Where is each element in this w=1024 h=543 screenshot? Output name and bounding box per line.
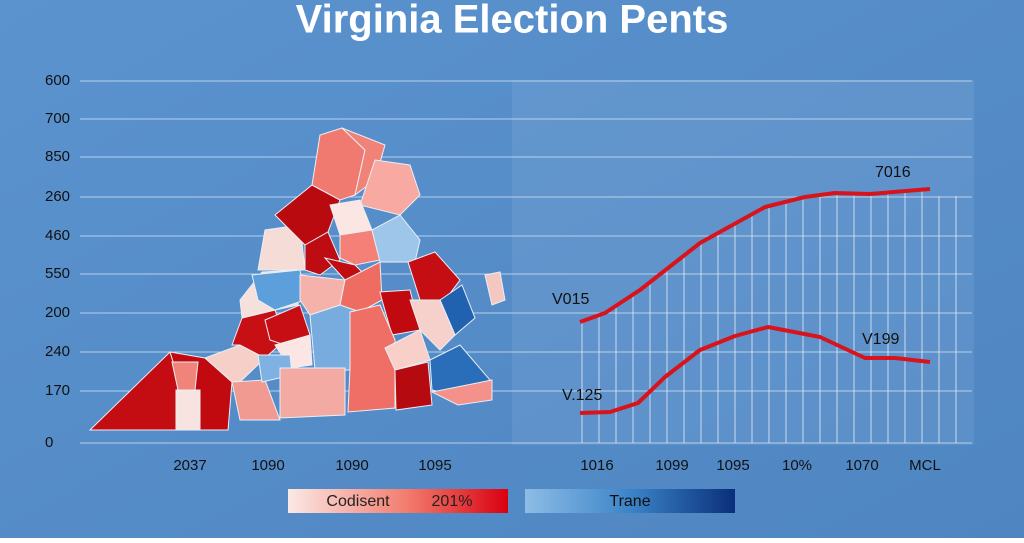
x-label: 1095 bbox=[716, 457, 749, 474]
lower-line bbox=[579, 325, 931, 415]
county bbox=[430, 379, 493, 406]
legend-label: 201% bbox=[432, 493, 473, 510]
y-labels: 600 700 850 260 460 550 200 240 170 0 bbox=[45, 72, 70, 451]
county bbox=[409, 299, 456, 351]
y-label: 0 bbox=[45, 434, 53, 451]
x-label: 1070 bbox=[845, 457, 878, 474]
x-label: 1016 bbox=[580, 457, 613, 474]
county bbox=[251, 269, 306, 311]
right-panel bbox=[512, 80, 974, 445]
x-label: 1090 bbox=[251, 457, 284, 474]
county bbox=[339, 261, 383, 313]
x-label: 1095 bbox=[418, 457, 451, 474]
vertical-grid bbox=[581, 189, 957, 443]
y-label: 200 bbox=[45, 304, 70, 321]
title: Virginia Election Pents bbox=[296, 0, 729, 42]
x-label: 1090 bbox=[335, 457, 368, 474]
x-label: 10% bbox=[782, 457, 812, 474]
y-label: 260 bbox=[45, 188, 70, 205]
legend-red-bar bbox=[288, 489, 508, 513]
y-label: 240 bbox=[45, 343, 70, 360]
annotation: V.125 bbox=[562, 387, 602, 404]
county bbox=[231, 379, 281, 421]
legend-blue-bar bbox=[525, 489, 735, 513]
y-label: 460 bbox=[45, 227, 70, 244]
y-label: 170 bbox=[45, 382, 70, 399]
legend-label: Trane bbox=[609, 493, 650, 510]
y-label: 600 bbox=[45, 72, 70, 89]
county bbox=[371, 214, 421, 263]
county bbox=[279, 367, 346, 419]
county bbox=[347, 304, 396, 413]
legend-label: Codisent bbox=[326, 493, 390, 510]
county bbox=[359, 159, 421, 216]
annotation: V199 bbox=[862, 331, 899, 348]
annotation: V015 bbox=[552, 291, 589, 308]
county bbox=[484, 271, 506, 306]
x-label: 1099 bbox=[655, 457, 688, 474]
x-labels: 2037 1090 1090 1095 1016 1099 1095 10% 1070 MCL bbox=[173, 457, 941, 474]
x-label: 2037 bbox=[173, 457, 206, 474]
county bbox=[204, 344, 266, 383]
y-label: 700 bbox=[45, 110, 70, 127]
annotation: 7016 bbox=[875, 164, 911, 181]
county bbox=[339, 229, 381, 266]
county bbox=[407, 251, 461, 301]
county bbox=[175, 389, 201, 431]
map bbox=[88, 127, 506, 431]
x-label: MCL bbox=[909, 457, 941, 474]
upper-line bbox=[579, 187, 931, 324]
county bbox=[394, 361, 433, 411]
y-label: 550 bbox=[45, 265, 70, 282]
y-label: 850 bbox=[45, 148, 70, 165]
county bbox=[171, 361, 199, 391]
